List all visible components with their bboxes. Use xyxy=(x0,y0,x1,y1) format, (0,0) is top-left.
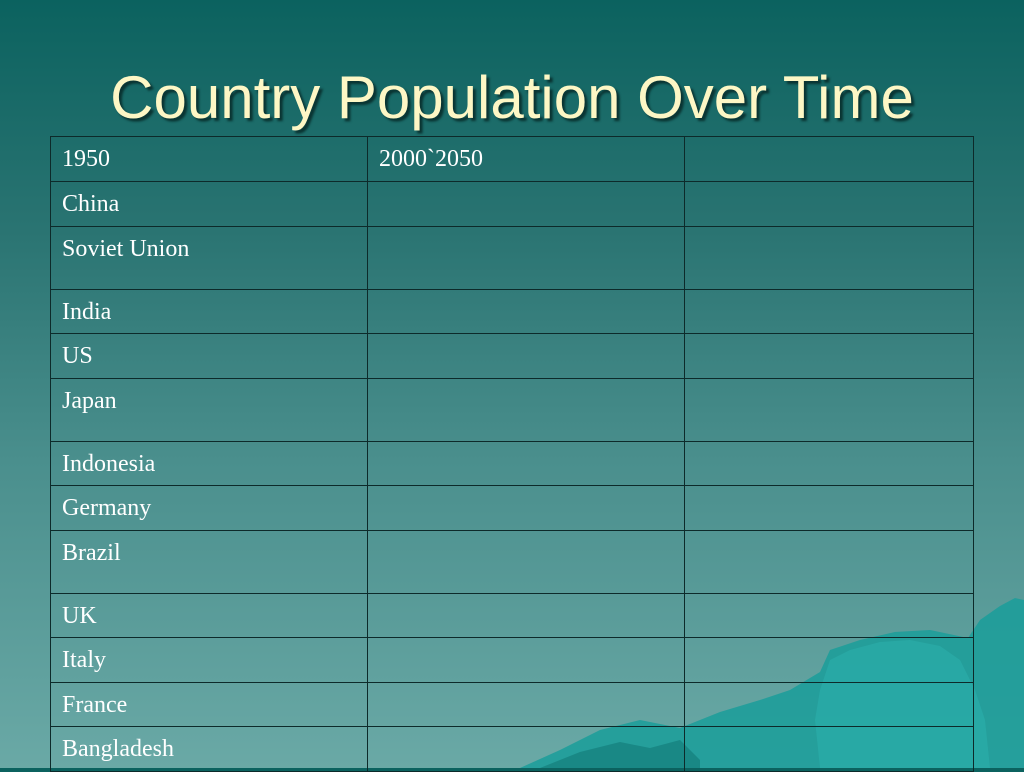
country-cell: India xyxy=(50,289,368,334)
country-cell: US xyxy=(50,333,368,379)
table-row: Germany xyxy=(50,485,974,531)
value-cell xyxy=(367,289,685,334)
country-cell: Soviet Union xyxy=(50,226,368,290)
table-header-row: 1950 2000`2050 xyxy=(50,136,974,182)
table-row: Indonesia xyxy=(50,441,974,486)
country-cell: Bangladesh xyxy=(50,726,368,772)
value-cell xyxy=(684,485,974,531)
table-row: UK xyxy=(50,593,974,638)
value-cell xyxy=(367,226,685,290)
value-cell xyxy=(367,441,685,486)
country-cell: Indonesia xyxy=(50,441,368,486)
value-cell xyxy=(367,593,685,638)
value-cell xyxy=(684,726,974,772)
country-cell: Brazil xyxy=(50,530,368,594)
value-cell xyxy=(684,333,974,379)
table-row: Bangladesh xyxy=(50,726,974,772)
table-row: Brazil xyxy=(50,530,974,594)
header-cell-empty xyxy=(684,136,974,182)
country-cell: China xyxy=(50,181,368,227)
table-row: US xyxy=(50,333,974,379)
value-cell xyxy=(684,378,974,442)
table-row: Japan xyxy=(50,378,974,442)
country-cell: Japan xyxy=(50,378,368,442)
header-cell-years: 2000`2050 xyxy=(367,136,685,182)
value-cell xyxy=(684,637,974,683)
value-cell xyxy=(684,593,974,638)
table-row: China xyxy=(50,181,974,227)
table-row: Soviet Union xyxy=(50,226,974,290)
value-cell xyxy=(367,726,685,772)
value-cell xyxy=(367,682,685,727)
population-table: 1950 2000`2050 China Soviet Union India … xyxy=(50,136,974,772)
value-cell xyxy=(367,530,685,594)
value-cell xyxy=(684,289,974,334)
country-cell: France xyxy=(50,682,368,727)
value-cell xyxy=(684,226,974,290)
country-cell: Italy xyxy=(50,637,368,683)
country-cell: UK xyxy=(50,593,368,638)
value-cell xyxy=(684,441,974,486)
table-row: India xyxy=(50,289,974,334)
country-cell: Germany xyxy=(50,485,368,531)
header-cell-year-1950: 1950 xyxy=(50,136,368,182)
value-cell xyxy=(367,378,685,442)
value-cell xyxy=(684,682,974,727)
value-cell xyxy=(367,637,685,683)
value-cell xyxy=(367,333,685,379)
table-row: Italy xyxy=(50,637,974,683)
value-cell xyxy=(684,530,974,594)
value-cell xyxy=(367,181,685,227)
table-row: France xyxy=(50,682,974,727)
page-title: Country Population Over Time xyxy=(110,64,914,131)
value-cell xyxy=(367,485,685,531)
value-cell xyxy=(684,181,974,227)
